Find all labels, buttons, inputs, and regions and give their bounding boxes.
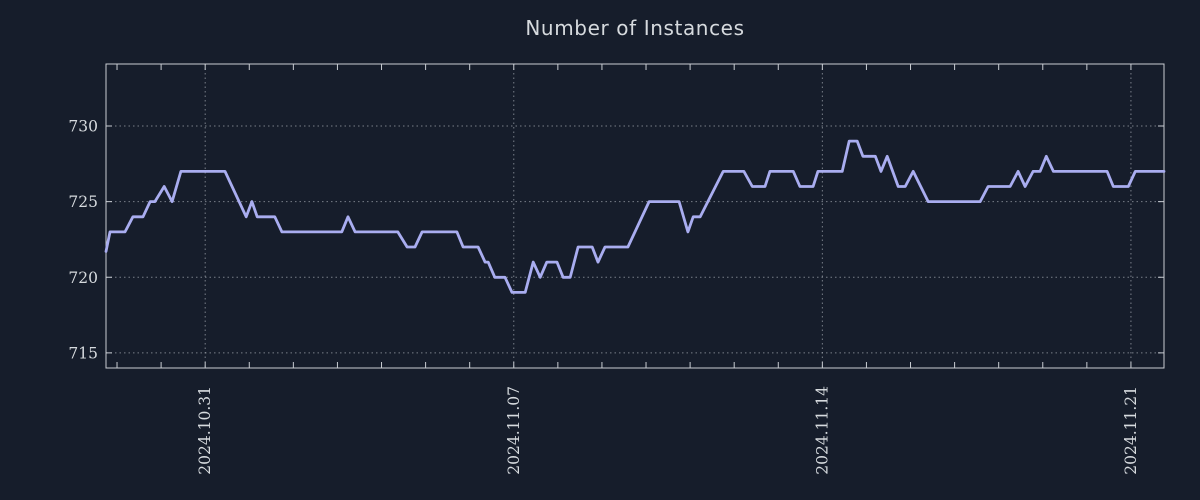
y-axis-label: 715 (68, 344, 98, 362)
x-axis-label: 2024.11.14 (813, 386, 831, 475)
x-axis-label: 2024.11.21 (1122, 386, 1140, 475)
x-axis-label: 2024.10.31 (196, 386, 214, 475)
x-axis-label: 2024.11.07 (505, 386, 523, 475)
chart-title: Number of Instances (525, 16, 745, 40)
y-axis-label: 730 (68, 118, 98, 136)
data-line-instances (104, 139, 1166, 294)
y-axis-label: 725 (68, 193, 98, 211)
y-axis-label: 720 (68, 269, 98, 287)
plot-border (105, 63, 1165, 369)
